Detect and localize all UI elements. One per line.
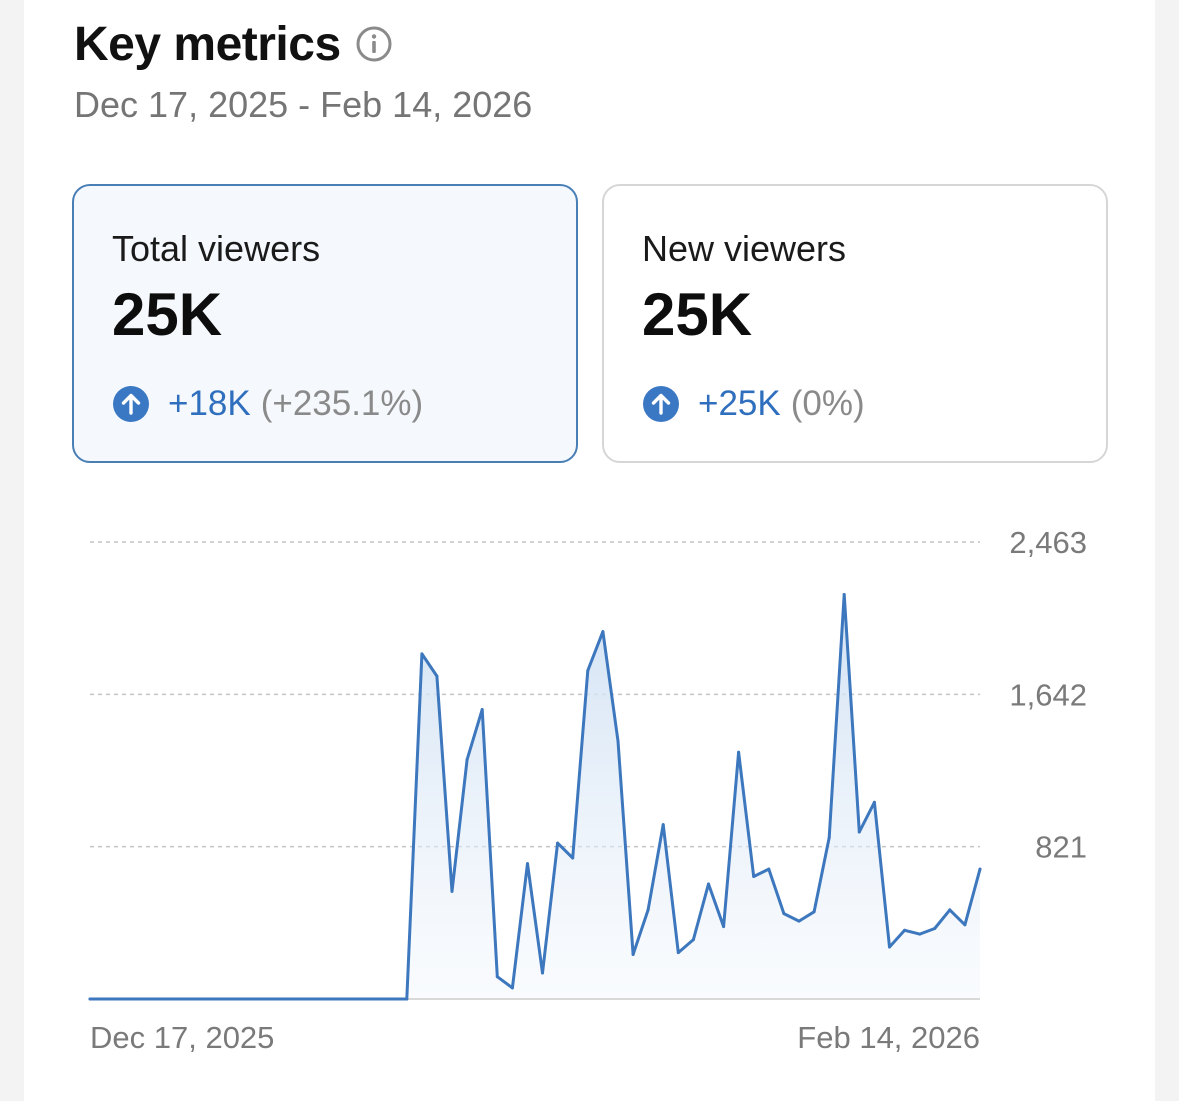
data-point[interactable]	[526, 862, 529, 866]
data-point[interactable]	[767, 867, 771, 871]
data-point[interactable]	[179, 997, 182, 1001]
data-point[interactable]	[103, 997, 107, 1001]
data-point[interactable]	[284, 997, 288, 1001]
data-point[interactable]	[556, 841, 560, 845]
total-viewers-card[interactable]: Total viewers 25K +18K (+235.1%)	[72, 184, 578, 463]
card-value: 25K	[642, 281, 753, 348]
card-percent: (0%)	[790, 384, 865, 423]
data-point[interactable]	[812, 910, 816, 914]
arrow-up-icon	[643, 386, 679, 422]
data-point[interactable]	[390, 997, 394, 1001]
data-point[interactable]	[691, 938, 695, 942]
data-point[interactable]	[148, 997, 152, 1001]
data-point[interactable]	[541, 971, 544, 975]
data-point[interactable]	[194, 997, 198, 1001]
data-point[interactable]	[495, 975, 499, 979]
data-point[interactable]	[118, 997, 122, 1001]
card-change: +25K (0%)	[642, 384, 865, 424]
data-point[interactable]	[209, 997, 213, 1001]
data-point[interactable]	[133, 997, 137, 1001]
title-row: Key metrics	[74, 14, 393, 74]
y-tick-label: 2,463	[1009, 525, 1087, 560]
data-point[interactable]	[797, 919, 801, 923]
page-title: Key metrics	[74, 17, 341, 71]
data-point[interactable]	[933, 927, 937, 930]
date-range: Dec 17, 2025 - Feb 14, 2026	[74, 84, 533, 125]
data-point[interactable]	[842, 593, 846, 596]
new-viewers-card[interactable]: New viewers 25K +25K (0%)	[602, 184, 1108, 463]
data-point[interactable]	[299, 997, 303, 1001]
data-point[interactable]	[480, 708, 484, 711]
x-tick-label: Dec 17, 2025	[90, 1020, 274, 1055]
data-point[interactable]	[631, 953, 635, 956]
data-point[interactable]	[344, 997, 348, 1001]
data-point[interactable]	[239, 997, 243, 1001]
data-point[interactable]	[782, 912, 786, 916]
data-point[interactable]	[646, 908, 650, 912]
data-point[interactable]	[903, 928, 907, 932]
data-point[interactable]	[676, 951, 680, 955]
y-tick-label: 821	[1035, 830, 1087, 865]
data-point[interactable]	[872, 800, 876, 804]
data-point[interactable]	[571, 856, 575, 860]
data-point[interactable]	[375, 997, 379, 1001]
card-percent: (+235.1%)	[260, 384, 424, 423]
data-point[interactable]	[465, 758, 469, 762]
card-delta: +18K	[168, 384, 251, 423]
data-point[interactable]	[752, 875, 756, 878]
data-point[interactable]	[254, 997, 258, 1001]
data-point[interactable]	[737, 750, 741, 754]
data-point[interactable]	[435, 674, 439, 678]
card-delta: +25K	[698, 384, 781, 423]
data-point[interactable]	[918, 932, 922, 936]
viewers-chart[interactable]: 2,463 1,642 821 Dec 17, 2025 Feb 14, 2026	[0, 500, 1179, 1080]
data-point[interactable]	[224, 997, 228, 1001]
data-point[interactable]	[314, 997, 318, 1001]
data-point[interactable]	[450, 889, 454, 893]
data-point[interactable]	[827, 836, 831, 840]
arrow-up-icon	[113, 386, 149, 422]
data-point[interactable]	[586, 669, 590, 673]
data-point[interactable]	[329, 997, 333, 1001]
data-point[interactable]	[163, 997, 167, 1001]
data-point[interactable]	[88, 997, 92, 1001]
data-point[interactable]	[405, 997, 409, 1001]
data-point[interactable]	[360, 997, 363, 1001]
chart-area-fill	[90, 594, 980, 999]
card-change: +18K (+235.1%)	[112, 384, 423, 424]
data-point[interactable]	[948, 908, 952, 912]
chart-series-line	[88, 593, 982, 1001]
card-value: 25K	[112, 281, 223, 348]
data-point[interactable]	[269, 997, 273, 1001]
data-point[interactable]	[510, 986, 514, 990]
card-label: Total viewers	[112, 228, 321, 269]
y-tick-label: 1,642	[1009, 677, 1087, 712]
x-tick-label: Feb 14, 2026	[797, 1020, 980, 1055]
info-icon[interactable]	[355, 25, 393, 63]
data-point[interactable]	[601, 630, 605, 634]
data-point[interactable]	[888, 945, 891, 949]
data-point[interactable]	[722, 925, 726, 929]
data-point[interactable]	[707, 882, 710, 886]
data-point[interactable]	[978, 867, 982, 871]
data-point[interactable]	[963, 923, 967, 927]
data-point[interactable]	[857, 830, 861, 834]
data-point[interactable]	[661, 823, 665, 827]
data-point[interactable]	[616, 739, 620, 743]
data-point[interactable]	[420, 652, 424, 656]
card-label: New viewers	[642, 228, 847, 269]
